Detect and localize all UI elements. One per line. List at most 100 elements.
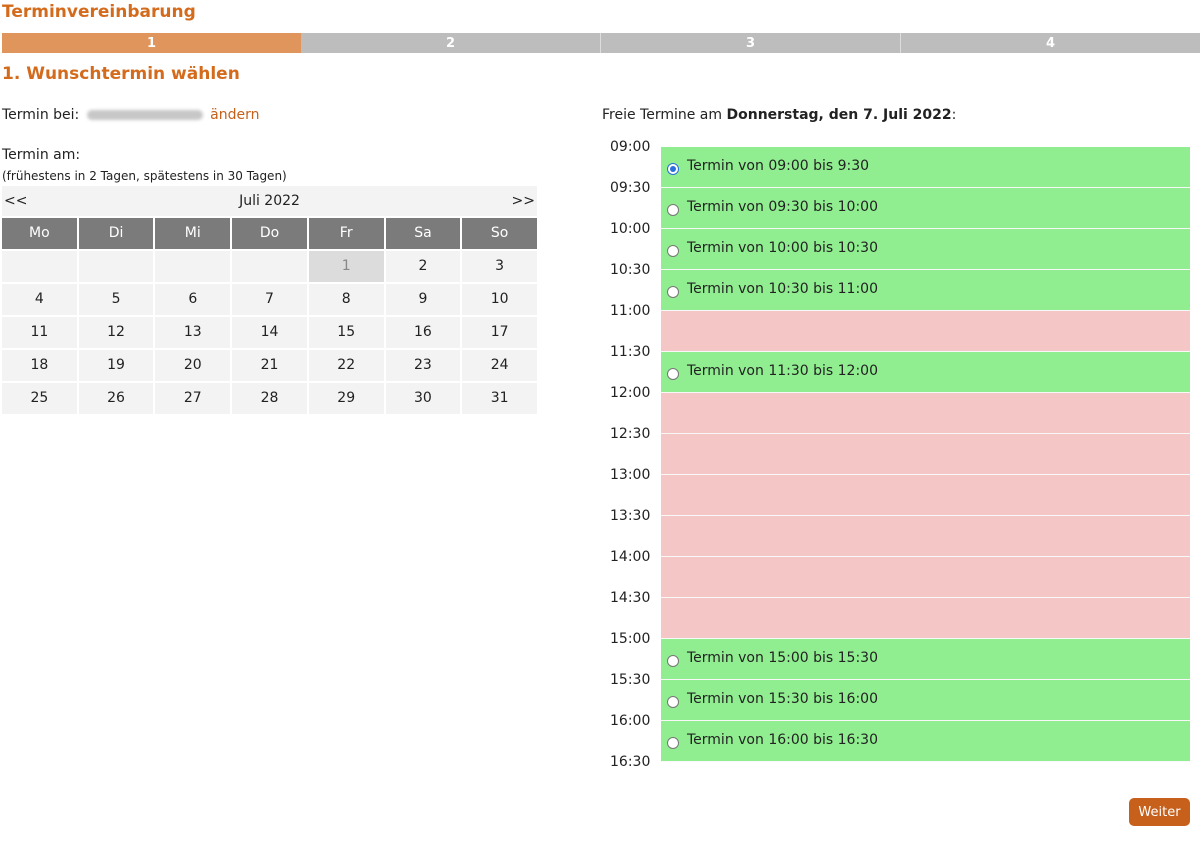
calendar-grid: Mo Di Mi Do Fr Sa So 1 2 3 4 5 6 7 8 9 10 11 12 13 14 15 16 17 1… xyxy=(2,218,537,414)
calendar-empty-cell xyxy=(2,251,77,282)
section-heading: 1. Wunschtermin wählen xyxy=(2,64,240,84)
calendar-day[interactable]: 18 xyxy=(2,350,77,381)
calendar-day[interactable]: 24 xyxy=(462,350,537,381)
calendar-day[interactable]: 21 xyxy=(232,350,307,381)
time-label: 15:00 xyxy=(610,631,651,647)
slot-radio[interactable] xyxy=(667,368,679,380)
change-person-link[interactable]: ändern xyxy=(210,107,260,123)
free-slot[interactable]: Termin von 15:00 bis 15:30 xyxy=(661,639,1190,680)
calendar-day[interactable]: 9 xyxy=(385,284,461,315)
calendar-day[interactable]: 10 xyxy=(462,284,537,315)
free-slot[interactable]: Termin von 10:30 bis 11:00 xyxy=(661,270,1190,311)
step-1: 1 xyxy=(2,33,301,53)
weekday-header: Fr xyxy=(308,218,384,249)
slot-radio[interactable] xyxy=(667,737,679,749)
time-label: 12:00 xyxy=(610,385,651,401)
weekday-header: So xyxy=(462,218,537,249)
booked-slot xyxy=(661,475,1190,516)
calendar-day[interactable]: 13 xyxy=(155,317,231,348)
calendar-day[interactable]: 15 xyxy=(308,317,384,348)
calendar-day[interactable]: 22 xyxy=(308,350,384,381)
schedule-date: Donnerstag, den 7. Juli 2022 xyxy=(726,107,952,123)
free-slot[interactable]: Termin von 15:30 bis 16:00 xyxy=(661,680,1190,721)
calendar-day[interactable]: 11 xyxy=(2,317,77,348)
free-slot[interactable]: Termin von 09:00 bis 9:30 xyxy=(661,147,1190,188)
calendar-month-label: Juli 2022 xyxy=(239,193,300,209)
calendar-day[interactable]: 1 xyxy=(308,251,384,282)
calendar-day[interactable]: 29 xyxy=(308,383,384,414)
calendar-day[interactable]: 31 xyxy=(462,383,537,414)
calendar-empty-cell xyxy=(155,251,231,282)
time-label: 10:00 xyxy=(610,221,651,237)
slot-label: Termin von 10:30 bis 11:00 xyxy=(687,281,878,297)
calendar-day[interactable]: 20 xyxy=(155,350,231,381)
termin-bei-row: Termin bei: ändern xyxy=(2,107,260,123)
calendar-empty-cell xyxy=(78,251,154,282)
time-label: 15:30 xyxy=(610,672,651,688)
calendar-day[interactable]: 25 xyxy=(2,383,77,414)
slot-label: Termin von 15:30 bis 16:00 xyxy=(687,691,878,707)
calendar-day[interactable]: 27 xyxy=(155,383,231,414)
weekday-header: Do xyxy=(232,218,307,249)
calendar-day[interactable]: 5 xyxy=(78,284,154,315)
free-slot[interactable]: Termin von 09:30 bis 10:00 xyxy=(661,188,1190,229)
time-label: 11:30 xyxy=(610,344,651,360)
calendar-day[interactable]: 3 xyxy=(462,251,537,282)
time-label: 09:30 xyxy=(610,180,651,196)
step-progress-bar: 1 2 3 4 xyxy=(2,33,1200,53)
slot-label: Termin von 09:00 bis 9:30 xyxy=(687,158,870,174)
schedule-title: Freie Termine am Donnerstag, den 7. Juli… xyxy=(602,107,956,123)
calendar-day[interactable]: 6 xyxy=(155,284,231,315)
next-month-button[interactable]: >> xyxy=(511,193,535,209)
weekday-header: Mi xyxy=(155,218,231,249)
time-label: 12:30 xyxy=(610,426,651,442)
calendar-nav: << Juli 2022 >> xyxy=(2,186,537,216)
slot-radio[interactable] xyxy=(667,696,679,708)
time-label: 14:30 xyxy=(610,590,651,606)
time-label: 13:30 xyxy=(610,508,651,524)
slot-label: Termin von 10:00 bis 10:30 xyxy=(687,240,878,256)
slot-radio[interactable] xyxy=(667,655,679,667)
slot-radio[interactable] xyxy=(667,163,679,175)
slot-radio[interactable] xyxy=(667,204,679,216)
calendar-day[interactable]: 16 xyxy=(385,317,461,348)
calendar-day[interactable]: 17 xyxy=(462,317,537,348)
date-range-hint: (frühestens in 2 Tagen, spätestens in 30… xyxy=(2,169,287,183)
calendar-day[interactable]: 14 xyxy=(232,317,307,348)
termin-am-label: Termin am: xyxy=(2,147,81,163)
calendar-empty-cell xyxy=(232,251,307,282)
slot-label: Termin von 16:00 bis 16:30 xyxy=(687,732,878,748)
calendar-day[interactable]: 7 xyxy=(232,284,307,315)
weekday-header: Mo xyxy=(2,218,77,249)
prev-month-button[interactable]: << xyxy=(4,193,28,209)
blurred-person-name xyxy=(86,110,203,120)
calendar-day[interactable]: 8 xyxy=(308,284,384,315)
calendar-day[interactable]: 4 xyxy=(2,284,77,315)
step-2: 2 xyxy=(301,33,601,53)
slot-label: Termin von 09:30 bis 10:00 xyxy=(687,199,878,215)
free-slot[interactable]: Termin von 10:00 bis 10:30 xyxy=(661,229,1190,270)
calendar-day[interactable]: 26 xyxy=(78,383,154,414)
termin-bei-label: Termin bei: xyxy=(2,107,80,123)
calendar: << Juli 2022 >> Mo Di Mi Do Fr Sa So 1 2 3 4 5 6 7 8 9 1… xyxy=(2,186,537,414)
calendar-day[interactable]: 12 xyxy=(78,317,154,348)
slot-radio[interactable] xyxy=(667,245,679,257)
time-label: 14:00 xyxy=(610,549,651,565)
next-button[interactable]: Weiter xyxy=(1129,798,1190,826)
step-4: 4 xyxy=(901,33,1200,53)
booked-slot xyxy=(661,516,1190,557)
calendar-day[interactable]: 23 xyxy=(385,350,461,381)
free-slot[interactable]: Termin von 16:00 bis 16:30 xyxy=(661,721,1190,762)
schedule-title-prefix: Freie Termine am xyxy=(602,107,727,123)
slot-label: Termin von 11:30 bis 12:00 xyxy=(687,363,878,379)
time-label: 09:00 xyxy=(610,139,651,155)
slot-radio[interactable] xyxy=(667,286,679,298)
booked-slot xyxy=(661,393,1190,434)
weekday-header: Sa xyxy=(385,218,461,249)
calendar-day[interactable]: 19 xyxy=(78,350,154,381)
free-slot[interactable]: Termin von 11:30 bis 12:00 xyxy=(661,352,1190,393)
calendar-day[interactable]: 28 xyxy=(232,383,307,414)
time-label: 16:30 xyxy=(610,754,651,770)
calendar-day[interactable]: 2 xyxy=(385,251,461,282)
calendar-day[interactable]: 30 xyxy=(385,383,461,414)
